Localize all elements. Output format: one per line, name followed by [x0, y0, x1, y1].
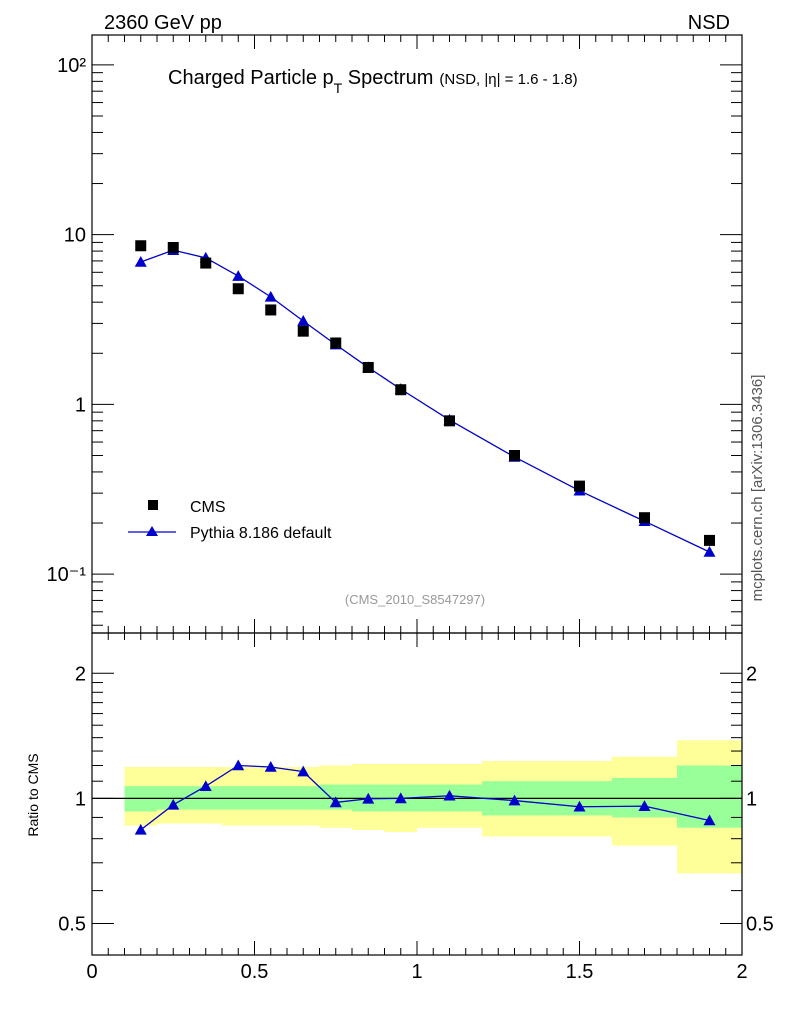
legend-cms-label: CMS	[190, 499, 226, 516]
ratio-mc-line	[140, 764, 710, 831]
y-tick-label: 10⁻¹	[47, 564, 87, 586]
cms-point	[135, 240, 147, 252]
ratio-mc-point	[167, 798, 180, 810]
side-label: mcplots.cern.ch [arXiv:1306.3436]	[749, 375, 766, 602]
cms-point	[395, 384, 407, 396]
x-tick-label: 0.5	[241, 961, 269, 983]
ratio-mc-point	[443, 789, 456, 801]
ratio-mc-point	[199, 780, 212, 791]
x-tick-label: 1.5	[566, 961, 594, 983]
ratio-mc-point	[638, 800, 651, 811]
y-tick-label: 1	[75, 394, 86, 416]
x-tick-label: 2	[736, 961, 747, 983]
ratio-mc-point	[394, 792, 407, 804]
cms-point	[362, 361, 374, 373]
cms-point	[509, 449, 520, 461]
chart-title: Charged Particle pT Spectrum (NSD, |η| = …	[168, 67, 578, 96]
cms-point	[330, 337, 342, 349]
ratio-mc-point	[573, 800, 586, 812]
mc-point	[297, 314, 310, 326]
cms-point	[639, 512, 650, 524]
cms-point	[574, 480, 585, 492]
ratio-mc-point	[232, 759, 245, 771]
mc-point	[134, 255, 147, 267]
ratio-y-tick-label-right: 0.5	[746, 914, 774, 936]
ratio-y-tick-label-left: 0.5	[58, 914, 86, 936]
ratio-y-tick-label-right: 1	[746, 788, 757, 810]
ratio-y-tick-label-left: 1	[75, 788, 86, 810]
cms-point	[297, 325, 309, 337]
chart-title-main: Charged Particle p	[168, 67, 334, 89]
ratio-y-tick-label-right: 2	[746, 663, 757, 685]
ratio-mc-point	[297, 765, 310, 777]
y-tick-label: 10	[64, 225, 86, 247]
cms-point	[167, 241, 179, 253]
cms-point	[232, 283, 244, 295]
y-tick-label: 10²	[57, 55, 86, 77]
cms-point	[444, 415, 455, 427]
legend-mc-label: Pythia 8.186 default	[190, 525, 332, 542]
x-tick-label: 0	[86, 961, 97, 983]
mc-point	[264, 290, 277, 302]
ratio-ylabel: Ratio to CMS	[25, 753, 41, 836]
ratio-y-tick-label-left: 2	[75, 663, 86, 685]
axes-layer: 0 0.5 1 1.5 2 10⁻¹ 1 10 10² 0.5 0.5 1 1 2 2	[47, 34, 774, 983]
cms-point	[265, 304, 277, 316]
chart-title-subscript: T	[334, 80, 343, 96]
ratio-mc-point	[703, 814, 716, 826]
header-left: 2360 GeV pp	[104, 12, 222, 34]
mc-point	[703, 546, 716, 557]
analysis-label: (CMS_2010_S8547297)	[345, 592, 485, 607]
legend-cms-marker	[148, 500, 158, 510]
cms-point	[704, 534, 715, 546]
ratio-mc-point	[329, 796, 342, 808]
mc-point	[232, 270, 245, 281]
cms-point	[200, 257, 212, 269]
main-frame	[91, 34, 743, 634]
mc-line	[140, 249, 710, 553]
chart-title-rest: Spectrum	[342, 67, 433, 89]
x-tick-label: 1	[411, 961, 422, 983]
chart-title-note: (NSD, |η| = 1.6 - 1.8)	[439, 71, 577, 88]
ratio-mc-point	[508, 794, 521, 806]
legend-mc-marker	[146, 526, 158, 536]
header-right: NSD	[688, 12, 730, 34]
ratio-mc-point	[264, 761, 277, 772]
ratio-mc-point	[134, 823, 147, 835]
marks-layer	[92, 240, 742, 835]
ratio-mc-point	[362, 792, 375, 804]
legend: CMS Pythia 8.186 default	[128, 499, 332, 542]
